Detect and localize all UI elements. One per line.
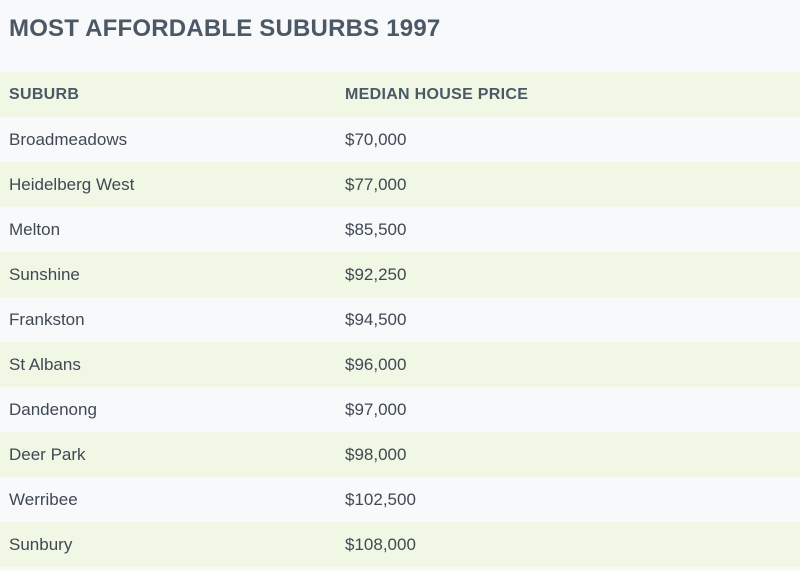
table-row: Frankston $94,500 — [0, 297, 800, 342]
suburb-cell: Frankston — [9, 309, 85, 329]
price-cell: $96,000 — [345, 354, 407, 374]
page-title: MOST AFFORDABLE SUBURBS 1997 — [9, 15, 441, 42]
price-cell: $97,000 — [345, 399, 407, 419]
table-row: Werribee $102,500 — [0, 477, 800, 522]
suburb-cell: Melton — [9, 219, 61, 239]
suburb-cell: Werribee — [9, 489, 78, 509]
table-row: Dandenong $97,000 — [0, 387, 800, 432]
price-cell: $77,000 — [345, 174, 407, 194]
suburb-cell: Dandenong — [9, 399, 97, 419]
suburb-cell: St Albans — [9, 354, 81, 374]
column-header-suburb: SUBURB — [9, 85, 80, 103]
suburb-cell: Broadmeadows — [9, 129, 128, 149]
price-cell: $92,250 — [345, 264, 407, 284]
price-cell: $94,500 — [345, 309, 407, 329]
price-cell: $98,000 — [345, 444, 407, 464]
price-cell: $85,500 — [345, 219, 407, 239]
table-row: Broadmeadows $70,000 — [0, 117, 800, 162]
table-row: Deer Park $98,000 — [0, 432, 800, 477]
price-cell: $70,000 — [345, 129, 407, 149]
table-row: Sunbury $108,000 — [0, 522, 800, 567]
table-row: St Albans $96,000 — [0, 342, 800, 387]
price-cell: $108,000 — [345, 534, 416, 554]
suburb-price-table: SUBURB MEDIAN HOUSE PRICE Broadmeadows $… — [0, 72, 800, 567]
suburb-cell: Heidelberg West — [9, 174, 135, 194]
suburb-cell: Sunshine — [9, 264, 80, 284]
table-row: Heidelberg West $77,000 — [0, 162, 800, 207]
table-row: Sunshine $92,250 — [0, 252, 800, 297]
suburb-cell: Deer Park — [9, 444, 86, 464]
column-header-median-house-price: MEDIAN HOUSE PRICE — [345, 85, 529, 103]
suburb-cell: Sunbury — [9, 534, 73, 554]
table-row: Melton $85,500 — [0, 207, 800, 252]
table-header-row: SUBURB MEDIAN HOUSE PRICE — [0, 72, 800, 117]
price-cell: $102,500 — [345, 489, 416, 509]
